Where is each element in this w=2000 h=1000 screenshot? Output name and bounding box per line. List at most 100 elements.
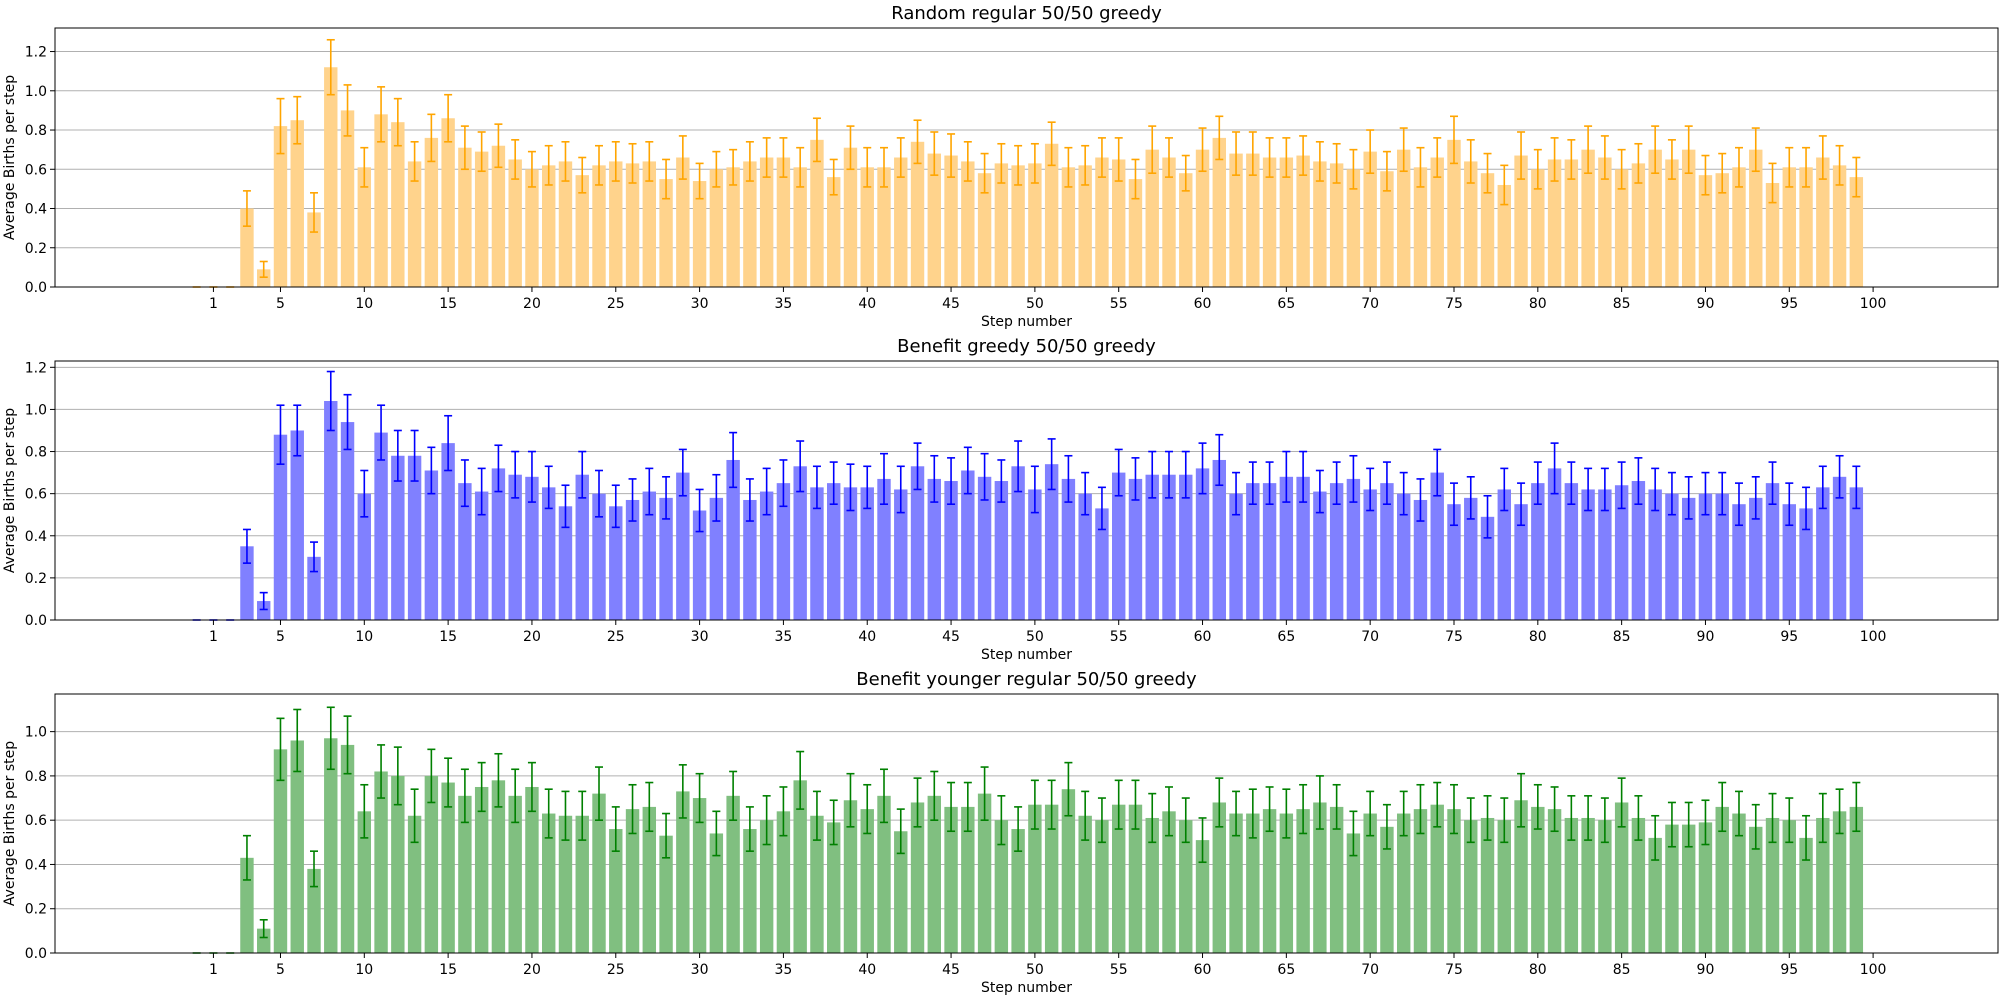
bar	[1765, 183, 1780, 287]
error-bar	[410, 141, 419, 182]
bar	[1497, 184, 1511, 287]
chart-title: Random regular 50/50 greedy	[891, 3, 1162, 24]
error-bar	[745, 806, 754, 852]
y-tick-label: 1.2	[25, 45, 47, 61]
x-tick-label: 70	[1361, 962, 1379, 978]
bar	[1564, 817, 1579, 953]
bar	[340, 744, 355, 953]
bar	[1413, 809, 1428, 953]
x-tick-label: 55	[1110, 962, 1128, 978]
bar	[542, 165, 556, 287]
bar	[1832, 811, 1847, 953]
bar	[1229, 153, 1243, 287]
error-bar	[611, 141, 620, 182]
bar	[1145, 817, 1159, 953]
error-bar	[1852, 465, 1861, 510]
error-bar	[863, 146, 872, 188]
bar	[558, 506, 573, 620]
error-bar	[1315, 775, 1324, 830]
error-bar	[326, 706, 335, 771]
error-bar	[963, 781, 972, 833]
error-bar	[913, 442, 922, 491]
error-bar	[745, 141, 754, 182]
error-bar	[1550, 442, 1559, 495]
x-tick-label: 90	[1697, 629, 1715, 645]
error-bar	[779, 459, 788, 508]
error-bar	[829, 461, 838, 505]
bar	[307, 556, 321, 620]
error-bar	[1751, 127, 1760, 173]
bar	[810, 139, 824, 287]
error-bar	[561, 141, 570, 182]
bar	[843, 800, 858, 953]
bar	[1681, 497, 1696, 620]
x-tick-label: 75	[1445, 962, 1463, 978]
bar	[776, 157, 791, 287]
error-bar	[360, 146, 369, 188]
bar	[374, 114, 388, 287]
bar	[1581, 149, 1595, 287]
error-bar	[762, 795, 771, 846]
error-bar	[645, 781, 654, 833]
error-bar	[645, 141, 654, 182]
x-tick-label: 80	[1529, 962, 1547, 978]
bar	[458, 483, 472, 620]
bar	[1614, 802, 1629, 953]
bar	[1430, 472, 1444, 620]
bar	[273, 749, 288, 953]
bar	[474, 786, 489, 953]
error-bar	[779, 786, 788, 837]
bar	[1095, 820, 1109, 953]
error-bar	[1332, 461, 1341, 505]
bar	[324, 67, 338, 287]
error-bar	[1181, 450, 1190, 499]
x-tick-label: 80	[1529, 296, 1547, 312]
bar	[927, 795, 942, 953]
y-axis-label: Average Births per step	[2, 741, 18, 906]
bar	[1011, 165, 1025, 287]
bar	[1162, 811, 1176, 953]
bar	[1531, 483, 1545, 620]
bar	[592, 165, 606, 287]
error-bar	[678, 135, 687, 180]
bar	[1279, 157, 1294, 287]
error-bar	[1265, 461, 1274, 505]
bar	[625, 499, 640, 620]
bar	[1229, 813, 1243, 953]
bar	[1128, 804, 1143, 953]
error-bar	[1014, 440, 1023, 493]
bar	[1329, 483, 1344, 620]
x-tick-label: 90	[1697, 296, 1715, 312]
error-bar	[1047, 779, 1056, 830]
error-bar	[947, 133, 956, 178]
error-bar	[1416, 783, 1425, 835]
error-bar	[377, 404, 386, 461]
bar	[1279, 813, 1294, 953]
error-bar	[695, 488, 704, 533]
error-bar	[460, 459, 469, 508]
bar	[1749, 497, 1763, 620]
x-tick-label: 1	[209, 296, 218, 312]
bar	[776, 811, 791, 953]
y-axis-label: Average Births per step	[2, 408, 18, 573]
error-bar	[1483, 795, 1492, 841]
bar	[1464, 497, 1478, 620]
x-tick-label: 65	[1277, 962, 1295, 978]
bar	[994, 163, 1009, 287]
error-bar	[1751, 476, 1760, 520]
error-bar	[1785, 797, 1794, 844]
error-bar	[410, 429, 419, 482]
error-bar	[963, 141, 972, 182]
error-bar	[1600, 797, 1609, 844]
error-bar	[1399, 790, 1408, 837]
x-tick-label: 75	[1445, 629, 1463, 645]
error-bar	[1382, 461, 1391, 505]
x-tick-label: 90	[1697, 962, 1715, 978]
bar	[1011, 829, 1025, 953]
x-tick-label: 30	[691, 962, 709, 978]
error-bar	[276, 97, 285, 155]
x-axis-label: Step number	[981, 980, 1072, 996]
x-tick-label: 60	[1194, 296, 1212, 312]
bar	[542, 813, 556, 953]
bar	[1111, 472, 1126, 620]
